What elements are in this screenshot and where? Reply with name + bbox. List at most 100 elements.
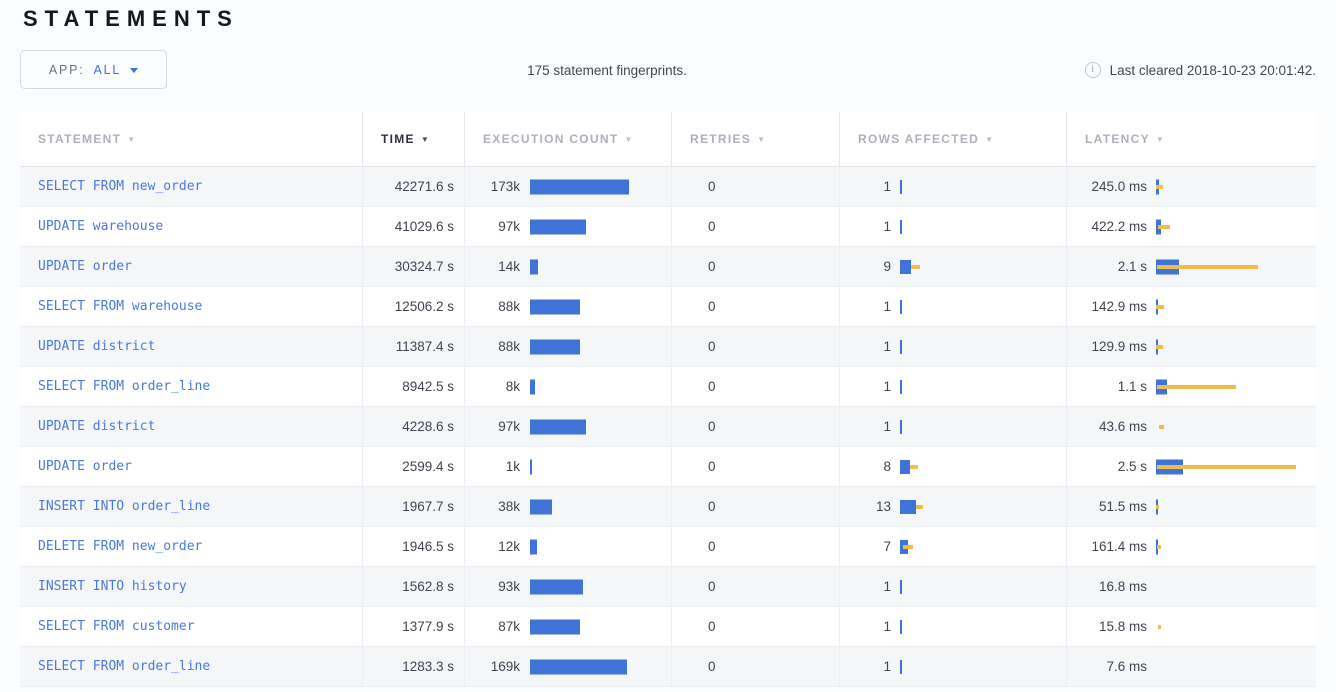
count-bar: [530, 339, 580, 354]
column-header-retries[interactable]: RETRIES ▼: [672, 112, 840, 166]
time-value: 1562.8 s: [402, 579, 454, 594]
time-value: 1946.5 s: [402, 539, 454, 554]
retries-value: 0: [708, 659, 716, 674]
sort-desc-icon: ▼: [985, 134, 995, 144]
time-value: 30324.7 s: [394, 259, 454, 274]
rows-affected-bar: [900, 447, 1066, 486]
stddev-bar: [1157, 544, 1161, 549]
info-icon[interactable]: i: [1084, 62, 1101, 78]
table-row: DELETE FROM new_order 1946.5 s 12k 0 7 1…: [20, 527, 1316, 567]
column-header-latency[interactable]: LATENCY ▼: [1085, 132, 1166, 146]
statement-link[interactable]: UPDATE warehouse: [38, 219, 164, 234]
execution-count-bar: [530, 607, 671, 646]
stddev-bar: [916, 504, 923, 509]
stddev-bar: [910, 464, 918, 469]
latency-value: 51.5 ms: [1098, 499, 1147, 514]
stddev-bar: [1156, 304, 1164, 309]
stddev-bar: [1156, 504, 1159, 509]
table-row: UPDATE district 4228.6 s 97k 0 1 43.6 ms: [20, 407, 1316, 447]
statement-link[interactable]: SELECT FROM warehouse: [38, 299, 203, 314]
latency-bar: [1156, 647, 1316, 686]
count-bar: [530, 259, 538, 274]
latency-bar: [1156, 327, 1316, 366]
table-row: UPDATE order 2599.4 s 1k 0 8 2.5 s: [20, 447, 1316, 487]
rows-affected-bar: [900, 487, 1066, 526]
retries-value: 0: [708, 499, 716, 514]
mean-bar: [900, 659, 902, 674]
rows-affected-value: 1: [883, 379, 891, 394]
retries-value: 0: [708, 339, 716, 354]
rows-affected-value: 1: [883, 579, 891, 594]
latency-bar: [1156, 247, 1316, 286]
column-header-rows-affected[interactable]: ROWS AFFECTED ▼: [840, 112, 1067, 166]
statement-link[interactable]: SELECT FROM order_line: [38, 659, 211, 674]
retries-value: 0: [708, 379, 716, 394]
mean-bar: [900, 339, 902, 354]
rows-affected-value: 13: [875, 499, 891, 514]
execution-count-bar: [530, 247, 671, 286]
table-row: UPDATE order 30324.7 s 14k 0 9 2.1 s: [20, 247, 1316, 287]
count-bar: [530, 539, 537, 554]
stddev-bar: [1156, 344, 1163, 349]
column-header-statement[interactable]: STATEMENT ▼: [20, 112, 363, 166]
rows-affected-bar: [900, 167, 1066, 206]
rows-affected-bar: [900, 367, 1066, 406]
app-filter-label: APP:: [48, 62, 85, 77]
rows-affected-value: 9: [883, 259, 891, 274]
stddev-bar: [1159, 424, 1164, 429]
execution-count-value: 169k: [490, 659, 520, 674]
count-bar: [530, 179, 629, 194]
rows-affected-bar: [900, 287, 1066, 326]
mean-bar: [900, 419, 902, 434]
mean-bar: [900, 379, 902, 394]
time-value: 1283.3 s: [402, 659, 454, 674]
latency-value: 422.2 ms: [1091, 219, 1147, 234]
latency-value: 161.4 ms: [1091, 539, 1147, 554]
time-value: 41029.6 s: [394, 219, 454, 234]
count-bar: [530, 379, 535, 394]
count-bar: [530, 579, 583, 594]
rows-affected-value: 1: [883, 339, 891, 354]
latency-value: 43.6 ms: [1098, 419, 1147, 434]
rows-affected-value: 1: [883, 299, 891, 314]
sort-desc-icon: ▼: [127, 134, 137, 144]
statement-link[interactable]: SELECT FROM new_order: [38, 179, 203, 194]
app-filter-value: ALL: [93, 62, 122, 77]
rows-affected-value: 7: [883, 539, 891, 554]
statement-link[interactable]: UPDATE district: [38, 339, 156, 354]
statement-link[interactable]: SELECT FROM customer: [38, 619, 195, 634]
time-value: 4228.6 s: [402, 419, 454, 434]
execution-count-bar: [530, 207, 671, 246]
statement-link[interactable]: INSERT INTO history: [38, 579, 187, 594]
statement-link[interactable]: DELETE FROM new_order: [38, 539, 203, 554]
execution-count-value: 87k: [498, 619, 520, 634]
statement-link[interactable]: UPDATE order: [38, 459, 132, 474]
stddev-bar: [1157, 264, 1258, 269]
stddev-bar: [1157, 384, 1236, 389]
table-header: STATEMENT ▼ TIME ▼ EXECUTION COUNT ▼ RET…: [20, 112, 1316, 167]
statement-link[interactable]: UPDATE district: [38, 419, 156, 434]
count-bar: [530, 219, 586, 234]
execution-count-bar: [530, 487, 671, 526]
latency-value: 7.6 ms: [1106, 659, 1147, 674]
execution-count-value: 38k: [498, 499, 520, 514]
mean-bar: [900, 259, 911, 274]
rows-affected-bar: [900, 247, 1066, 286]
latency-bar: [1156, 367, 1316, 406]
table-row: UPDATE warehouse 41029.6 s 97k 0 1 422.2…: [20, 207, 1316, 247]
statement-link[interactable]: INSERT INTO order_line: [38, 499, 211, 514]
mean-bar: [900, 219, 902, 234]
retries-value: 0: [708, 299, 716, 314]
stddev-bar: [1158, 224, 1170, 229]
rows-affected-bar: [900, 567, 1066, 606]
column-header-execution-count[interactable]: EXECUTION COUNT ▼: [465, 112, 672, 166]
statement-link[interactable]: UPDATE order: [38, 259, 132, 274]
app-filter-dropdown[interactable]: APP: ALL: [20, 50, 167, 89]
retries-value: 0: [708, 619, 716, 634]
stddev-bar: [1157, 464, 1296, 469]
statement-link[interactable]: SELECT FROM order_line: [38, 379, 211, 394]
column-header-time[interactable]: TIME ▼: [363, 112, 465, 166]
rows-affected-bar: [900, 207, 1066, 246]
rows-affected-bar: [900, 327, 1066, 366]
execution-count-value: 97k: [498, 419, 520, 434]
